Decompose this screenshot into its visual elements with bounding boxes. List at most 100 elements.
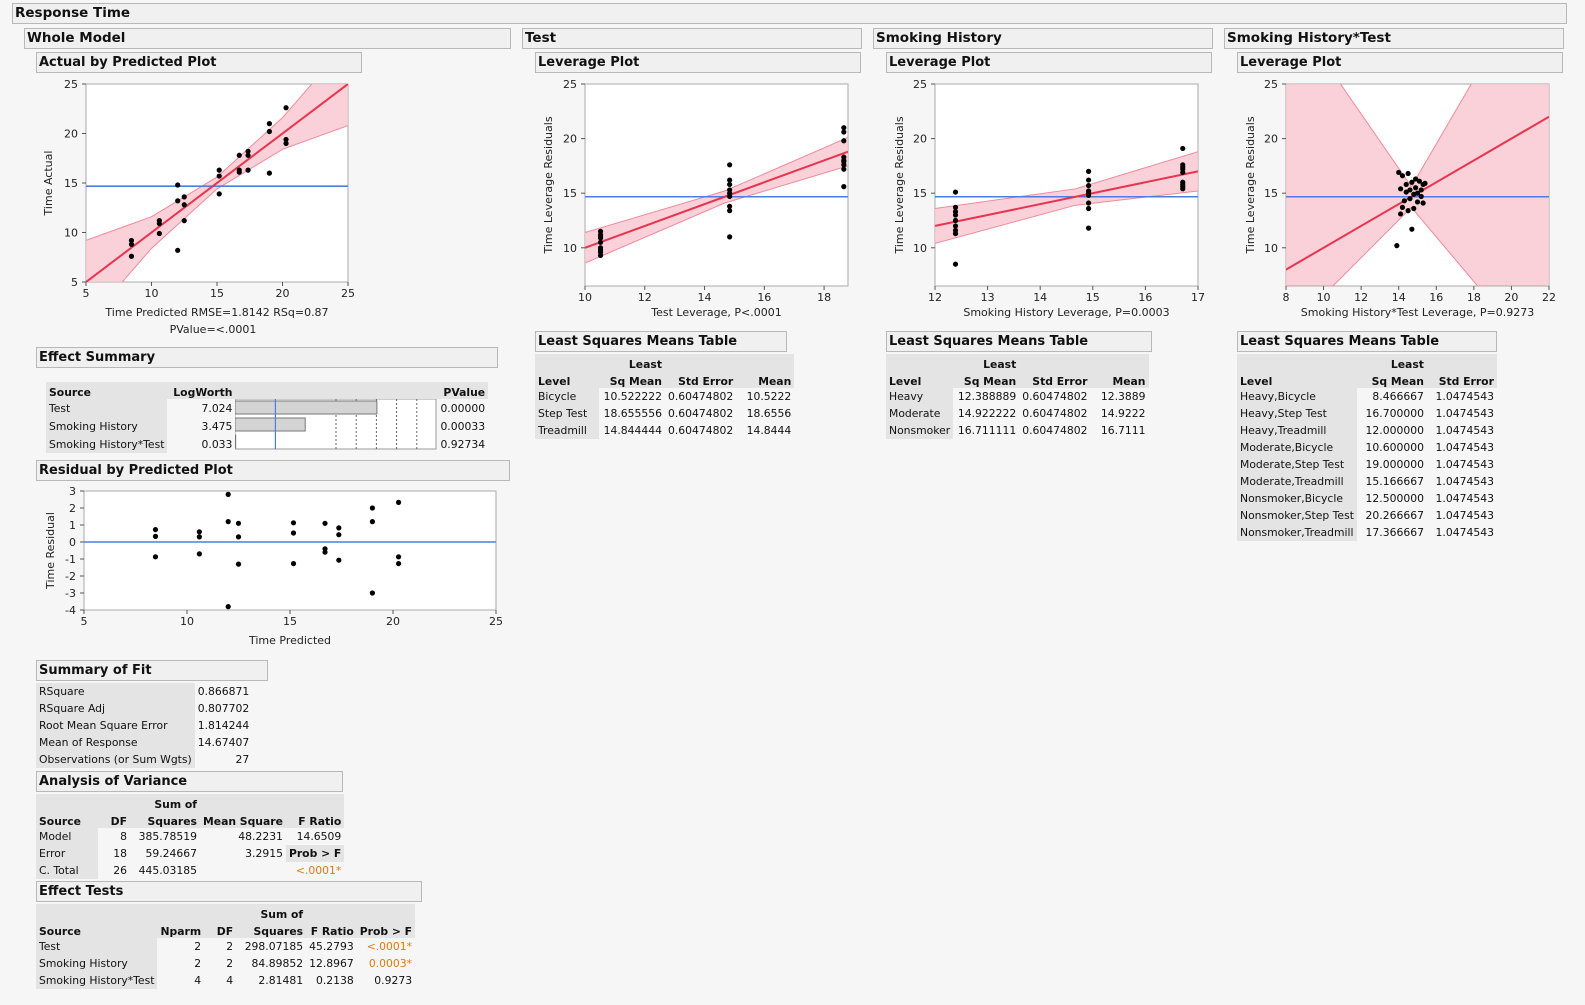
y-tick-label: 25 <box>64 78 78 91</box>
lsm-test-header[interactable]: Least Squares Means Table <box>535 331 787 352</box>
smoking-leverage-header[interactable]: Leverage Plot <box>886 52 1212 73</box>
band-lower <box>585 165 848 264</box>
data-point <box>841 154 847 160</box>
data-point <box>266 170 272 176</box>
anova-col-df-label: DF <box>98 811 130 828</box>
lsm-row[interactable]: Moderate,Bicycle 10.600000 1.0474543 <box>1237 439 1497 456</box>
data-point <box>156 230 162 237</box>
anova-row[interactable]: C. Total 26 445.03185 <.0001* <box>36 862 344 879</box>
lsm-row[interactable]: Bicycle 10.522222 0.60474802 10.5222 <box>535 388 794 405</box>
lsm-row[interactable]: Nonsmoker 16.711111 0.60474802 16.7111 <box>886 422 1149 439</box>
section-smoking-history[interactable]: Smoking History <box>873 28 1213 49</box>
anova-df: 8 <box>120 830 127 843</box>
effect-row[interactable]: Smoking History*Test 0.033 0.92734 <box>46 435 488 453</box>
fit-value: 14.67407 <box>197 736 250 749</box>
lsm-interaction-header[interactable]: Least Squares Means Table <box>1237 331 1497 352</box>
data-point <box>1411 205 1417 212</box>
data-point <box>235 520 242 526</box>
fit-row[interactable]: RSquare 0.866871 <box>36 683 252 700</box>
data-point <box>727 234 733 240</box>
lsm-sqmean: 8.466667 <box>1372 390 1424 403</box>
et-f: 45.2793 <box>309 940 354 953</box>
data-point <box>727 203 733 209</box>
lsm-mean: 16.7111 <box>1100 424 1146 437</box>
y-axis-label: Time Actual <box>42 151 55 217</box>
lsm-mean: 14.9222 <box>1100 407 1146 420</box>
lsm-row[interactable]: Heavy,Treadmill 12.000000 1.0474543 <box>1237 422 1497 439</box>
et-col-ss: Sum of <box>236 904 307 921</box>
lsm-row[interactable]: Nonsmoker,Treadmill 17.366667 1.0474543 <box>1237 524 1497 541</box>
data-point <box>369 590 375 596</box>
effect-summary-header[interactable]: Effect Summary <box>36 347 498 368</box>
x-axis-label: Time Predicted <box>248 634 331 647</box>
data-point <box>1414 190 1421 196</box>
et-p: 0.9273 <box>374 974 413 987</box>
effect-test-row[interactable]: Smoking History*Test 4 4 2.81481 0.2138 … <box>36 972 415 989</box>
interaction-leverage-header[interactable]: Leverage Plot <box>1237 52 1563 73</box>
lsm-stderr: 1.0474543 <box>1435 509 1494 522</box>
lsm-col-sqmean: Sq Mean <box>1356 371 1427 388</box>
lsm-row[interactable]: Treadmill 14.844444 0.60474802 14.8444 <box>535 422 794 439</box>
fit-value: 0.807702 <box>197 702 250 715</box>
x-tick-label: 12 <box>638 291 652 304</box>
data-point <box>727 208 733 214</box>
effect-row[interactable]: Smoking History 3.475 0.00033 <box>46 417 488 435</box>
lsm-row[interactable]: Heavy,Step Test 16.700000 1.0474543 <box>1237 405 1497 422</box>
anova-row[interactable]: Model 8 385.78519 48.2231 14.6509 <box>36 828 344 845</box>
section-interaction[interactable]: Smoking History*Test <box>1224 28 1564 49</box>
test-leverage-header[interactable]: Leverage Plot <box>535 52 861 73</box>
report-title[interactable]: Response Time <box>12 3 1567 24</box>
band-upper <box>1339 84 1472 188</box>
lsm-col-stderr: Std Error <box>1019 371 1091 388</box>
anova-table: Sum of Source DF Squares Mean Square F R… <box>36 794 345 879</box>
lsm-row[interactable]: Nonsmoker,Bicycle 12.500000 1.0474543 <box>1237 490 1497 507</box>
data-point <box>1407 196 1413 202</box>
data-point <box>1180 164 1186 170</box>
effect-tests-header[interactable]: Effect Tests <box>36 881 422 902</box>
section-whole-model[interactable]: Whole Model <box>24 28 511 49</box>
x-tick-label: 15 <box>1086 291 1100 304</box>
data-point <box>1411 191 1417 197</box>
data-point <box>1397 186 1404 192</box>
lsm-level: Heavy,Treadmill <box>1237 422 1357 439</box>
data-point <box>266 121 272 127</box>
anova-row[interactable]: Error 18 59.24667 3.2915 Prob > F <box>36 845 345 862</box>
lsm-level: Nonsmoker,Treadmill <box>1237 524 1357 541</box>
anova-col-ss-label: Squares <box>130 811 200 828</box>
lsm-sqmean: 12.000000 <box>1365 424 1424 437</box>
fit-row[interactable]: Root Mean Square Error 1.814244 <box>36 717 252 734</box>
fit-row[interactable]: RSquare Adj 0.807702 <box>36 700 252 717</box>
data-point <box>1403 189 1409 195</box>
x-tick-label: 17 <box>1191 291 1205 304</box>
effect-test-row[interactable]: Test 2 2 298.07185 45.2793 <.0001* <box>36 938 415 955</box>
lsm-row[interactable]: Heavy,Bicycle 8.466667 1.0474543 <box>1237 388 1497 405</box>
lsm-row[interactable]: Heavy 12.388889 0.60474802 12.3889 <box>886 388 1149 405</box>
x-tick-label: 25 <box>489 615 503 628</box>
lsm-stderr: 1.0474543 <box>1435 390 1494 403</box>
lsm-sqmean: 17.366667 <box>1365 526 1424 539</box>
summary-of-fit-header[interactable]: Summary of Fit <box>36 660 268 681</box>
lsm-row[interactable]: Moderate,Step Test 19.000000 1.0474543 <box>1237 456 1497 473</box>
lsm-row[interactable]: Moderate,Treadmill 15.166667 1.0474543 <box>1237 473 1497 490</box>
y-tick-label: -4 <box>65 604 76 617</box>
lsm-mean: 10.5222 <box>746 390 792 403</box>
anova-ss: 59.24667 <box>145 847 197 860</box>
lsm-row[interactable]: Step Test 18.655556 0.60474802 18.6556 <box>535 405 794 422</box>
lsm-row[interactable]: Moderate 14.922222 0.60474802 14.9222 <box>886 405 1149 422</box>
effect-test-row[interactable]: Smoking History 2 2 84.89852 12.8967 0.0… <box>36 955 415 972</box>
logworth-bars <box>234 398 437 450</box>
anova-col-ms-label: Mean Square <box>200 811 286 828</box>
anova-header[interactable]: Analysis of Variance <box>36 771 343 792</box>
x-tick-label: 18 <box>817 291 831 304</box>
residual-header[interactable]: Residual by Predicted Plot <box>36 460 510 481</box>
fit-row[interactable]: Mean of Response 14.67407 <box>36 734 252 751</box>
actual-by-predicted-header[interactable]: Actual by Predicted Plot <box>36 52 362 73</box>
section-test[interactable]: Test <box>522 28 862 49</box>
effect-row[interactable]: Test 7.024 0.00000 <box>46 398 488 450</box>
data-point <box>1409 179 1415 185</box>
lsm-smoking-header[interactable]: Least Squares Means Table <box>886 331 1152 352</box>
fit-row[interactable]: Observations (or Sum Wgts) 27 <box>36 751 252 768</box>
fit-value: 27 <box>235 753 250 766</box>
lsm-row[interactable]: Nonsmoker,Step Test 20.266667 1.0474543 <box>1237 507 1497 524</box>
y-axis-label: Time Leverage Residuals <box>893 116 906 254</box>
